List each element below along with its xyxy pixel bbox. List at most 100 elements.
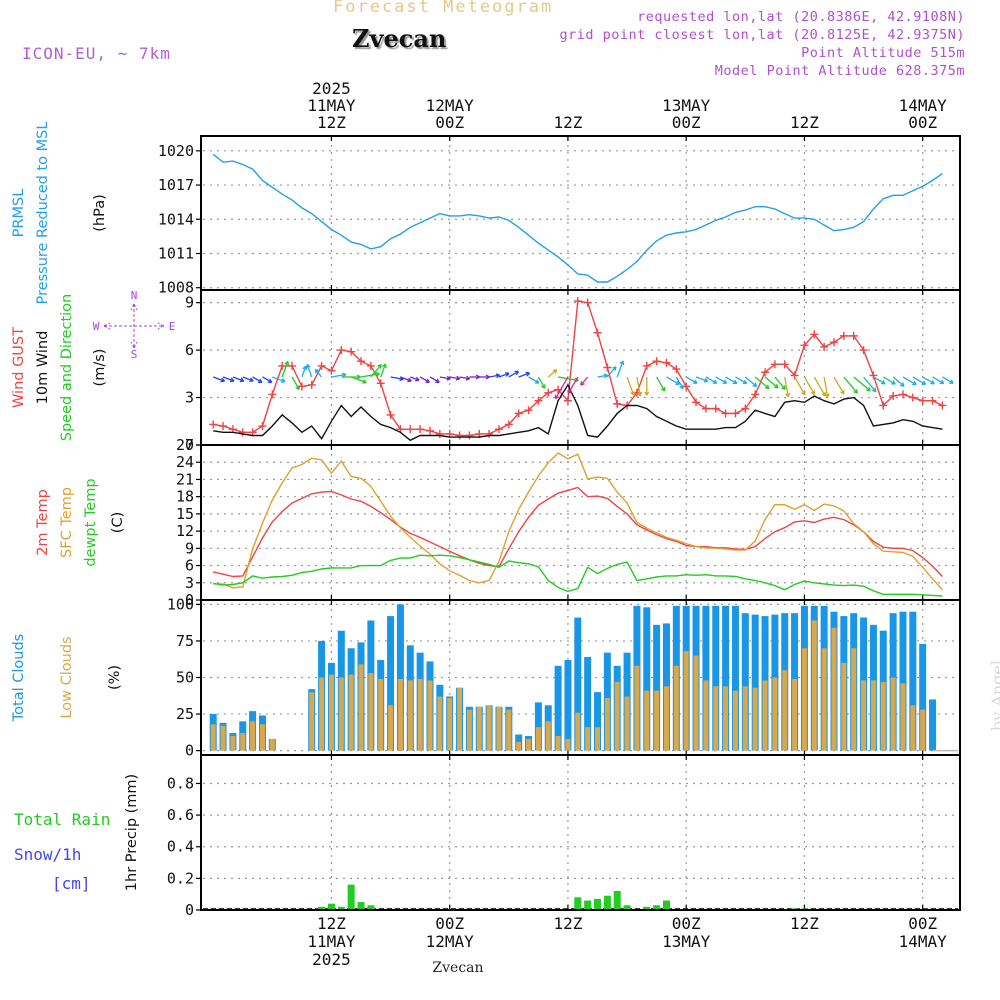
y-tick-label: 25 bbox=[176, 705, 194, 723]
gust-marker bbox=[238, 428, 247, 437]
wind-arrow-head bbox=[679, 384, 684, 390]
total-cloud-bar bbox=[741, 613, 749, 751]
wind-arrow-head bbox=[220, 377, 226, 383]
wind-arrow-shaft bbox=[518, 372, 530, 378]
wind-arrow bbox=[222, 376, 235, 383]
axis-label-low-clouds: Low Clouds bbox=[59, 636, 75, 718]
y-tick-label: 1008 bbox=[158, 279, 194, 297]
low-cloud-bar bbox=[417, 678, 423, 751]
wind-arrow bbox=[705, 376, 718, 384]
bottom-time-label: 12Z bbox=[790, 914, 819, 933]
wind-arrow-head bbox=[514, 370, 520, 376]
wind-arrow-head bbox=[949, 379, 954, 384]
gust-marker bbox=[603, 363, 612, 372]
rain-bar bbox=[623, 905, 631, 910]
low-cloud-bar bbox=[920, 709, 926, 751]
wind-arrow bbox=[314, 368, 323, 378]
axis-label-dewpt-temp: dewpt Temp bbox=[83, 478, 99, 566]
wind-arrow bbox=[784, 376, 791, 398]
panel-pressure bbox=[196, 135, 961, 291]
wind-arrow-head bbox=[824, 393, 830, 398]
wind-arrow bbox=[695, 376, 709, 383]
bottom-time-label: 12Z bbox=[317, 914, 346, 933]
y-tick-label: 12 bbox=[176, 522, 194, 540]
wind-arrow-shaft bbox=[252, 376, 263, 383]
low-cloud-bar bbox=[210, 724, 216, 751]
low-cloud-bar bbox=[870, 680, 876, 751]
y-tick-label: 0 bbox=[185, 901, 194, 919]
gust-marker bbox=[416, 425, 425, 434]
low-cloud-bar bbox=[801, 648, 807, 751]
wind-arrow-shaft bbox=[823, 376, 829, 398]
wind-arrow-shaft bbox=[616, 360, 624, 378]
top-time-label: 00Z bbox=[908, 113, 937, 132]
low-cloud-bar bbox=[496, 706, 502, 751]
axis-label-total-clouds: Total Clouds bbox=[11, 634, 27, 722]
gust-marker bbox=[337, 346, 346, 355]
wind-arrow-shaft bbox=[281, 361, 289, 378]
wind-arrow-head bbox=[881, 379, 886, 385]
wind-arrow-head bbox=[866, 386, 871, 392]
wind-arrow bbox=[537, 376, 546, 389]
wind-arrow bbox=[291, 376, 300, 390]
y-tick-label: 0 bbox=[185, 742, 194, 760]
panel-clouds bbox=[196, 599, 961, 756]
gust-marker bbox=[820, 342, 829, 351]
wind-arrow-shaft bbox=[932, 376, 945, 385]
low-cloud-bar bbox=[259, 724, 265, 751]
wind-arrow-head bbox=[455, 375, 461, 381]
top-time-label: 12Z bbox=[790, 113, 819, 132]
wind-arrow-shaft bbox=[705, 376, 718, 384]
wind-arrow bbox=[922, 376, 935, 385]
bottom-time-label: 00Z bbox=[672, 914, 701, 933]
watermark: by Angel bbox=[988, 660, 1000, 732]
gust-marker bbox=[514, 409, 523, 418]
wind-arrow bbox=[863, 376, 877, 393]
total-cloud-bar bbox=[919, 643, 927, 751]
gust-marker bbox=[711, 404, 720, 413]
total-cloud-bar bbox=[722, 605, 730, 751]
wind-arrow bbox=[439, 375, 451, 381]
wind-arrow-shaft bbox=[764, 376, 779, 389]
bottom-time-label: 12MAY bbox=[426, 932, 475, 951]
wind-arrow bbox=[580, 376, 589, 386]
wind-arrow-head bbox=[603, 373, 609, 379]
low-cloud-bar bbox=[821, 648, 827, 751]
y-tick-label: 3 bbox=[185, 574, 194, 592]
total-cloud-bar bbox=[909, 611, 917, 751]
wind-arrow bbox=[606, 366, 617, 378]
wind-arrow-shaft bbox=[429, 376, 440, 383]
low-cloud-bar bbox=[762, 680, 768, 751]
low-cloud-bar bbox=[388, 705, 394, 751]
wind-arrow-head bbox=[377, 364, 382, 369]
total-cloud-bar bbox=[554, 665, 562, 751]
low-cloud-bar bbox=[486, 705, 492, 751]
model-name: ICON-EU, ~ 7km bbox=[22, 44, 171, 63]
rain-bar bbox=[574, 897, 582, 910]
legend-snow-1h: Snow/1h bbox=[14, 845, 81, 864]
rain-bar bbox=[613, 891, 621, 910]
axis-label-2m-temp: 2m Temp bbox=[35, 489, 51, 556]
low-cloud-bar bbox=[742, 686, 748, 751]
low-cloud-bar bbox=[811, 620, 817, 751]
gust-marker bbox=[435, 429, 444, 438]
wind-arrow-head bbox=[660, 386, 666, 392]
y-tick-label: 1014 bbox=[158, 210, 194, 228]
low-cloud-bar bbox=[447, 697, 453, 751]
wind-arrow-head bbox=[229, 377, 235, 383]
low-cloud-bar bbox=[693, 655, 699, 751]
gust-marker bbox=[583, 298, 592, 307]
y-tick-label: 21 bbox=[176, 470, 194, 488]
gust-marker bbox=[751, 390, 760, 399]
low-cloud-bar bbox=[880, 681, 886, 751]
wind-arrow-shaft bbox=[863, 376, 877, 393]
gust-marker bbox=[376, 379, 385, 388]
gust-marker bbox=[800, 341, 809, 350]
gust-marker bbox=[810, 330, 819, 339]
wind-arrow-shaft bbox=[350, 376, 367, 384]
wind-arrow-head bbox=[249, 377, 254, 383]
wind-arrow-shaft bbox=[488, 374, 500, 378]
wind-arrow-head bbox=[612, 366, 617, 371]
panel-temp bbox=[196, 444, 961, 601]
gust-marker bbox=[209, 420, 218, 429]
